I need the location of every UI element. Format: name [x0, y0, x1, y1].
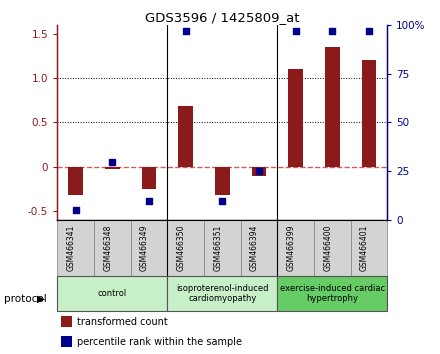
Text: GSM466394: GSM466394: [250, 225, 259, 271]
Bar: [362, 60, 376, 167]
FancyBboxPatch shape: [131, 220, 167, 275]
Bar: [252, 167, 266, 176]
FancyBboxPatch shape: [57, 220, 94, 275]
Text: percentile rank within the sample: percentile rank within the sample: [77, 337, 242, 347]
FancyBboxPatch shape: [241, 220, 277, 275]
Text: isoproterenol-induced
cardiomyopathy: isoproterenol-induced cardiomyopathy: [176, 284, 268, 303]
Point: [292, 28, 299, 34]
FancyBboxPatch shape: [94, 220, 131, 275]
Bar: [61, 316, 72, 327]
Text: GSM466349: GSM466349: [140, 225, 149, 271]
Bar: [215, 167, 230, 195]
Point: [109, 159, 116, 164]
Bar: [68, 167, 83, 195]
Text: GSM466341: GSM466341: [66, 225, 76, 271]
FancyBboxPatch shape: [277, 220, 314, 275]
Bar: [142, 167, 156, 189]
Text: control: control: [98, 289, 127, 298]
Point: [145, 198, 152, 204]
Bar: [325, 47, 340, 167]
FancyBboxPatch shape: [314, 220, 351, 275]
Bar: [105, 167, 120, 169]
Title: GDS3596 / 1425809_at: GDS3596 / 1425809_at: [145, 11, 300, 24]
Text: exercise-induced cardiac
hypertrophy: exercise-induced cardiac hypertrophy: [280, 284, 385, 303]
Text: ▶: ▶: [37, 294, 45, 304]
Text: transformed count: transformed count: [77, 317, 168, 327]
Text: GSM466351: GSM466351: [213, 225, 222, 271]
Text: GSM466401: GSM466401: [360, 225, 369, 271]
Text: GSM466400: GSM466400: [323, 225, 332, 271]
Text: protocol: protocol: [4, 294, 47, 304]
Point: [365, 28, 372, 34]
Text: GSM466399: GSM466399: [286, 225, 296, 271]
Point: [219, 198, 226, 204]
Text: GSM466348: GSM466348: [103, 225, 112, 271]
Point: [329, 28, 336, 34]
Point: [255, 169, 262, 174]
Text: GSM466350: GSM466350: [176, 225, 186, 271]
Point: [72, 207, 79, 213]
Bar: [288, 69, 303, 167]
FancyBboxPatch shape: [167, 220, 204, 275]
FancyBboxPatch shape: [277, 275, 387, 312]
FancyBboxPatch shape: [351, 220, 387, 275]
Point: [182, 28, 189, 34]
Bar: [178, 107, 193, 167]
FancyBboxPatch shape: [167, 275, 277, 312]
Bar: [61, 336, 72, 347]
FancyBboxPatch shape: [57, 275, 167, 312]
FancyBboxPatch shape: [204, 220, 241, 275]
